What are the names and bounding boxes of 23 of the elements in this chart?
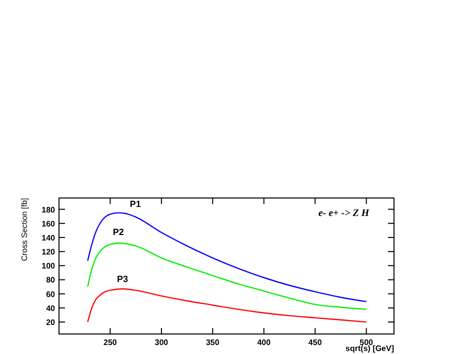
line-series [87,242,367,310]
y-tick-label: 80 [46,276,56,285]
series-label: P1 [130,198,141,209]
x-tick-label: 500 [360,338,374,347]
y-tick-label: 180 [42,205,56,214]
series-label: P2 [112,227,124,238]
y-tick-label: 40 [46,304,56,313]
annotation: e- e+ -> Z H [318,208,370,219]
y-tick-label: 160 [42,219,56,228]
y-tick-label: 60 [46,290,56,299]
y-tick-label: 20 [46,318,56,328]
line-series [87,288,367,323]
series-label: P3 [117,274,128,284]
y-axis-title: Cross Section [fb] [20,198,29,262]
x-tick-label: 450 [308,338,322,347]
x-tick-label: 300 [154,338,169,347]
y-tick-label: 140 [42,233,56,242]
x-tick-label: 400 [257,338,272,347]
y-tick-label: 120 [42,248,56,257]
x-axis-title: sqrt(s) [GeV] [346,344,394,353]
x-tick-label: 250 [104,338,118,347]
x-tick-label: 350 [206,338,220,347]
y-tick-label: 100 [42,262,56,271]
